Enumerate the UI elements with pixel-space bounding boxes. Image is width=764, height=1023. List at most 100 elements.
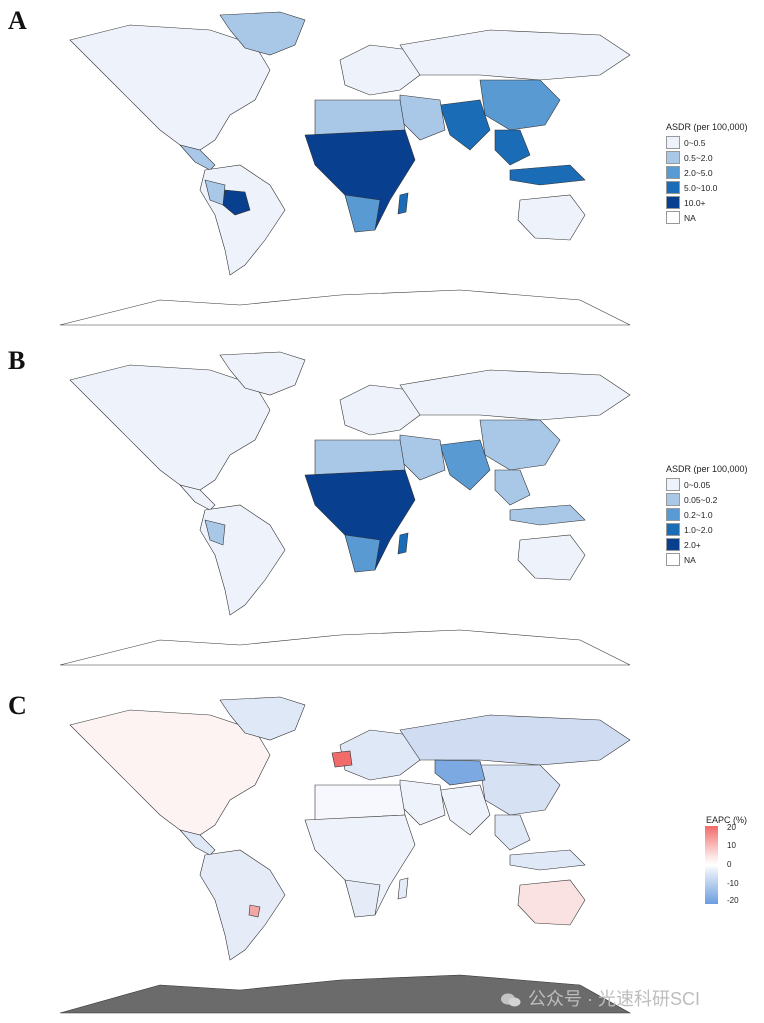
legend-swatch bbox=[666, 553, 680, 566]
legend-swatch bbox=[666, 181, 680, 194]
legend-label: 0~0.05 bbox=[684, 479, 711, 490]
south-america-b bbox=[199, 504, 286, 616]
cbar-tick: 0 bbox=[727, 860, 732, 869]
greenland bbox=[219, 11, 306, 56]
legend-item: 0.2~1.0 bbox=[666, 507, 748, 522]
watermark-text: 公众号 · 光速科研SCI bbox=[528, 989, 701, 1009]
south-america bbox=[199, 164, 286, 276]
watermark: 公众号 · 光速科研SCI bbox=[500, 985, 700, 1011]
china-b bbox=[479, 419, 561, 471]
indonesia-a bbox=[509, 164, 586, 186]
north-america-b bbox=[69, 364, 271, 491]
panel-a: A bbox=[0, 0, 764, 335]
australia-a bbox=[517, 194, 586, 241]
legend-label: 1.0~2.0 bbox=[684, 524, 713, 535]
south-asia-a bbox=[439, 99, 491, 151]
legend-label: NA bbox=[684, 212, 696, 223]
legend-label: 0.5~2.0 bbox=[684, 152, 713, 163]
legend-swatch bbox=[666, 538, 680, 551]
madagascar-b bbox=[397, 532, 409, 555]
central-america bbox=[179, 144, 216, 171]
panel-label-c: C bbox=[8, 691, 27, 720]
legend-swatch bbox=[666, 136, 680, 149]
antarctica-c bbox=[59, 974, 632, 1014]
greenland-b bbox=[219, 351, 306, 396]
australia-b bbox=[517, 534, 586, 581]
madagascar-a bbox=[397, 192, 409, 215]
southeast-asia-c bbox=[494, 814, 531, 851]
uruguay-c bbox=[248, 904, 261, 918]
southern-africa-a bbox=[344, 194, 381, 233]
legend-swatch bbox=[666, 523, 680, 536]
wechat-icon bbox=[501, 993, 521, 1007]
legend-label: 0.2~1.0 bbox=[684, 509, 713, 520]
legend-label: 2.0+ bbox=[684, 539, 701, 550]
cbar-tick: -20 bbox=[727, 896, 739, 905]
legend-label: 5.0~10.0 bbox=[684, 182, 718, 193]
legend-label: NA bbox=[684, 554, 696, 565]
legend-item: 5.0~10.0 bbox=[666, 180, 748, 195]
legend-title-a: ASDR (per 100,000) bbox=[666, 122, 748, 132]
legend-swatch bbox=[666, 508, 680, 521]
panel-label-a: A bbox=[8, 6, 27, 35]
north-africa-b bbox=[314, 439, 406, 476]
russia bbox=[399, 29, 631, 81]
southeast-asia-a bbox=[494, 129, 531, 166]
legend-item: 0~0.05 bbox=[666, 477, 748, 492]
eapc-colorbar bbox=[705, 826, 718, 904]
china-c bbox=[479, 764, 561, 816]
legend-title-c: EAPC (%) bbox=[706, 815, 748, 825]
legend-item: 0.5~2.0 bbox=[666, 150, 748, 165]
legend-item: NA bbox=[666, 552, 748, 567]
legend-rows-b: 0~0.05 0.05~0.2 0.2~1.0 1.0~2.0 2.0+ NA bbox=[666, 477, 748, 567]
europe bbox=[339, 44, 421, 96]
central-america-b bbox=[179, 484, 216, 511]
legend-item: 0~0.5 bbox=[666, 135, 748, 150]
europe-c bbox=[339, 729, 421, 781]
legend-label: 0~0.5 bbox=[684, 137, 706, 148]
south-america-c bbox=[199, 849, 286, 961]
china-a bbox=[479, 79, 561, 131]
antarctica-b bbox=[59, 629, 631, 666]
central-america-c bbox=[179, 829, 216, 856]
middle-east-b bbox=[399, 434, 446, 481]
southern-africa-b bbox=[344, 534, 381, 573]
russia-c bbox=[399, 714, 631, 766]
north-america bbox=[69, 24, 271, 151]
legend-c: EAPC (%) bbox=[706, 815, 747, 828]
peru-a bbox=[204, 179, 226, 206]
legend-a: ASDR (per 100,000) 0~0.5 0.5~2.0 2.0~5.0 5.… bbox=[666, 122, 748, 225]
legend-b: ASDR (per 100,000) 0~0.05 0.05~0.2 0.2~1.0… bbox=[666, 464, 748, 567]
legend-item: 2.0+ bbox=[666, 537, 748, 552]
peru-b bbox=[204, 519, 226, 546]
legend-swatch bbox=[666, 478, 680, 491]
australia-c bbox=[517, 879, 586, 926]
panel-label-b: B bbox=[8, 346, 26, 375]
legend-swatch bbox=[666, 211, 680, 224]
legend-item: NA bbox=[666, 210, 748, 225]
north-africa-c bbox=[314, 784, 406, 821]
world-map-b bbox=[59, 351, 631, 666]
legend-swatch bbox=[666, 166, 680, 179]
central-asia-c bbox=[434, 759, 486, 786]
cbar-tick: 10 bbox=[727, 841, 736, 850]
legend-title-b: ASDR (per 100,000) bbox=[666, 464, 748, 474]
indonesia-c bbox=[509, 849, 586, 871]
antarctica-a bbox=[59, 289, 631, 326]
legend-item: 2.0~5.0 bbox=[666, 165, 748, 180]
cbar-tick: -10 bbox=[727, 879, 739, 888]
madagascar-c bbox=[397, 877, 409, 900]
world-map-a bbox=[59, 11, 631, 326]
legend-swatch bbox=[666, 196, 680, 209]
south-asia-b bbox=[439, 439, 491, 491]
cbar-tick: 20 bbox=[727, 823, 736, 832]
russia-b bbox=[399, 369, 631, 421]
southeast-asia-b bbox=[494, 469, 531, 506]
panel-c: C EAPC (%) bbox=[0, 685, 764, 1023]
legend-item: 1.0~2.0 bbox=[666, 522, 748, 537]
legend-swatch bbox=[666, 151, 680, 164]
legend-item: 10.0+ bbox=[666, 195, 748, 210]
indonesia-b bbox=[509, 504, 586, 526]
legend-rows-a: 0~0.5 0.5~2.0 2.0~5.0 5.0~10.0 10.0+ NA bbox=[666, 135, 748, 225]
north-africa-a bbox=[314, 99, 406, 136]
